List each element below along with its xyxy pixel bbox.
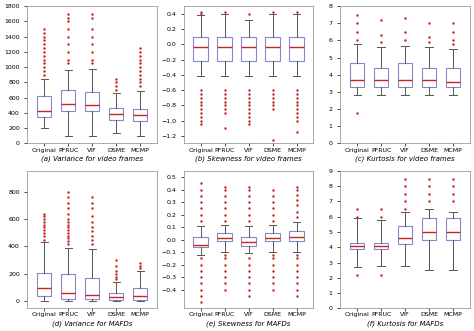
PathPatch shape	[193, 237, 208, 247]
PathPatch shape	[37, 273, 51, 296]
PathPatch shape	[85, 92, 100, 112]
PathPatch shape	[290, 231, 304, 241]
PathPatch shape	[61, 274, 75, 299]
PathPatch shape	[241, 37, 256, 61]
PathPatch shape	[265, 37, 280, 61]
PathPatch shape	[446, 68, 460, 87]
PathPatch shape	[109, 293, 123, 300]
PathPatch shape	[290, 37, 304, 61]
PathPatch shape	[218, 37, 232, 61]
X-axis label: (b) Skewness for video frames: (b) Skewness for video frames	[195, 156, 302, 162]
PathPatch shape	[398, 63, 412, 87]
PathPatch shape	[265, 233, 280, 241]
PathPatch shape	[446, 218, 460, 240]
PathPatch shape	[61, 90, 75, 111]
PathPatch shape	[241, 237, 256, 246]
X-axis label: (d) Variance for MAFDs: (d) Variance for MAFDs	[52, 320, 132, 327]
PathPatch shape	[350, 243, 365, 249]
X-axis label: (e) Skewness for MAFDs: (e) Skewness for MAFDs	[207, 320, 291, 327]
PathPatch shape	[422, 218, 436, 240]
PathPatch shape	[374, 243, 388, 249]
PathPatch shape	[218, 233, 232, 241]
X-axis label: (c) Kurtosis for video frames: (c) Kurtosis for video frames	[356, 156, 455, 162]
PathPatch shape	[350, 63, 365, 87]
PathPatch shape	[85, 278, 100, 299]
PathPatch shape	[374, 68, 388, 87]
PathPatch shape	[109, 108, 123, 120]
PathPatch shape	[422, 68, 436, 87]
PathPatch shape	[133, 288, 147, 300]
X-axis label: (a) Variance for video frames: (a) Variance for video frames	[41, 156, 143, 162]
PathPatch shape	[133, 109, 147, 120]
X-axis label: (f) Kurtosis for MAFDs: (f) Kurtosis for MAFDs	[367, 320, 443, 327]
PathPatch shape	[398, 226, 412, 244]
PathPatch shape	[193, 37, 208, 61]
PathPatch shape	[37, 96, 51, 117]
